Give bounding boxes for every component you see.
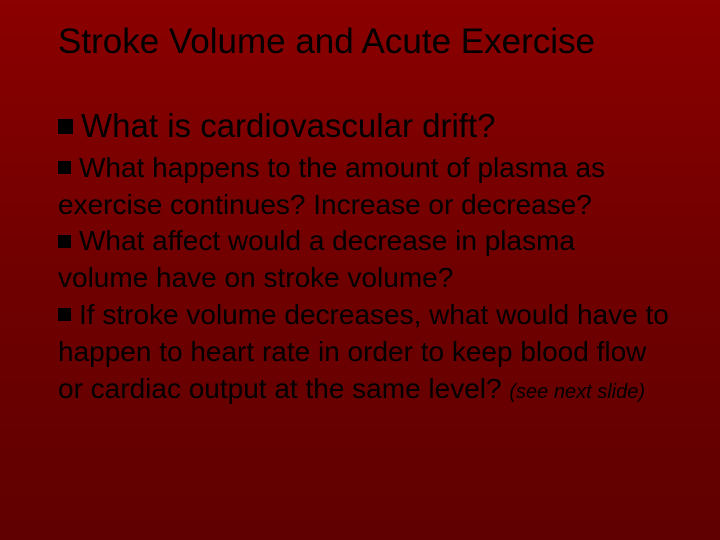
bullet-item: What happens to the amount of plasma as … [58, 150, 672, 224]
slide: Stroke Volume and Acute Exercise What is… [0, 0, 720, 540]
bullet-item: If stroke volume decreases, what would h… [58, 297, 672, 408]
bullet-text: What is cardiovascular drift? [81, 107, 495, 144]
bullet-note: (see next slide) [509, 381, 645, 403]
bullet-marker-icon [58, 235, 71, 248]
bullet-list: What is cardiovascular drift? What happe… [58, 104, 672, 408]
bullet-marker-icon [58, 119, 73, 134]
bullet-item: What affect would a decrease in plasma v… [58, 223, 672, 297]
bullet-marker-icon [58, 308, 71, 321]
bullet-text: What happens to the amount of plasma as … [58, 152, 605, 220]
bullet-text: What affect would a decrease in plasma v… [58, 225, 575, 293]
bullet-marker-icon [58, 161, 71, 174]
bullet-item: What is cardiovascular drift? [58, 104, 672, 148]
slide-title: Stroke Volume and Acute Exercise [58, 22, 672, 62]
